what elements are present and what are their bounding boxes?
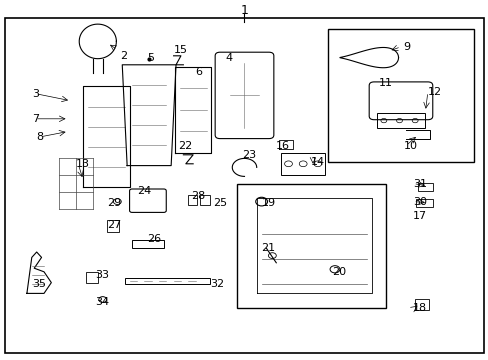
Text: 35: 35 bbox=[32, 279, 46, 289]
Text: 24: 24 bbox=[137, 186, 151, 196]
Bar bbox=[415, 199, 432, 207]
Text: 7: 7 bbox=[32, 114, 39, 124]
Text: 12: 12 bbox=[427, 87, 441, 97]
Bar bbox=[376, 113, 425, 128]
Text: 32: 32 bbox=[210, 279, 224, 289]
Bar bbox=[124, 278, 210, 284]
Text: 5: 5 bbox=[146, 53, 153, 63]
Text: 18: 18 bbox=[412, 303, 427, 313]
Bar bbox=[106, 220, 119, 232]
Text: 25: 25 bbox=[212, 198, 226, 208]
Bar bbox=[414, 299, 428, 310]
Text: 31: 31 bbox=[412, 179, 427, 189]
Text: 6: 6 bbox=[195, 67, 202, 77]
Bar bbox=[132, 240, 163, 248]
Text: 8: 8 bbox=[37, 132, 44, 142]
Text: 21: 21 bbox=[261, 243, 275, 253]
Bar bbox=[188, 195, 197, 205]
Text: 15: 15 bbox=[173, 45, 187, 55]
Text: 1: 1 bbox=[240, 4, 248, 17]
Bar bbox=[327, 29, 473, 162]
Text: 28: 28 bbox=[190, 191, 204, 201]
Bar bbox=[281, 153, 325, 175]
Text: 30: 30 bbox=[412, 197, 427, 207]
Bar bbox=[417, 183, 432, 191]
Text: 14: 14 bbox=[310, 157, 324, 167]
Text: 26: 26 bbox=[146, 234, 161, 244]
Text: 9: 9 bbox=[403, 42, 410, 52]
Bar bbox=[85, 272, 98, 283]
Text: 11: 11 bbox=[378, 78, 392, 88]
Text: 34: 34 bbox=[95, 297, 109, 307]
Text: 10: 10 bbox=[403, 141, 417, 151]
Text: 20: 20 bbox=[332, 267, 346, 277]
Text: 29: 29 bbox=[107, 198, 122, 208]
Text: 17: 17 bbox=[412, 211, 427, 221]
Bar bbox=[237, 184, 386, 308]
Text: 19: 19 bbox=[261, 198, 275, 208]
Text: 22: 22 bbox=[178, 141, 192, 151]
Text: 33: 33 bbox=[95, 270, 109, 280]
Text: 4: 4 bbox=[224, 53, 232, 63]
Text: 16: 16 bbox=[276, 141, 290, 151]
Text: 13: 13 bbox=[76, 159, 90, 169]
Bar bbox=[200, 195, 210, 205]
Text: 27: 27 bbox=[107, 220, 122, 230]
Text: 3: 3 bbox=[32, 89, 39, 99]
Text: 23: 23 bbox=[242, 150, 256, 160]
Text: 2: 2 bbox=[120, 51, 127, 61]
